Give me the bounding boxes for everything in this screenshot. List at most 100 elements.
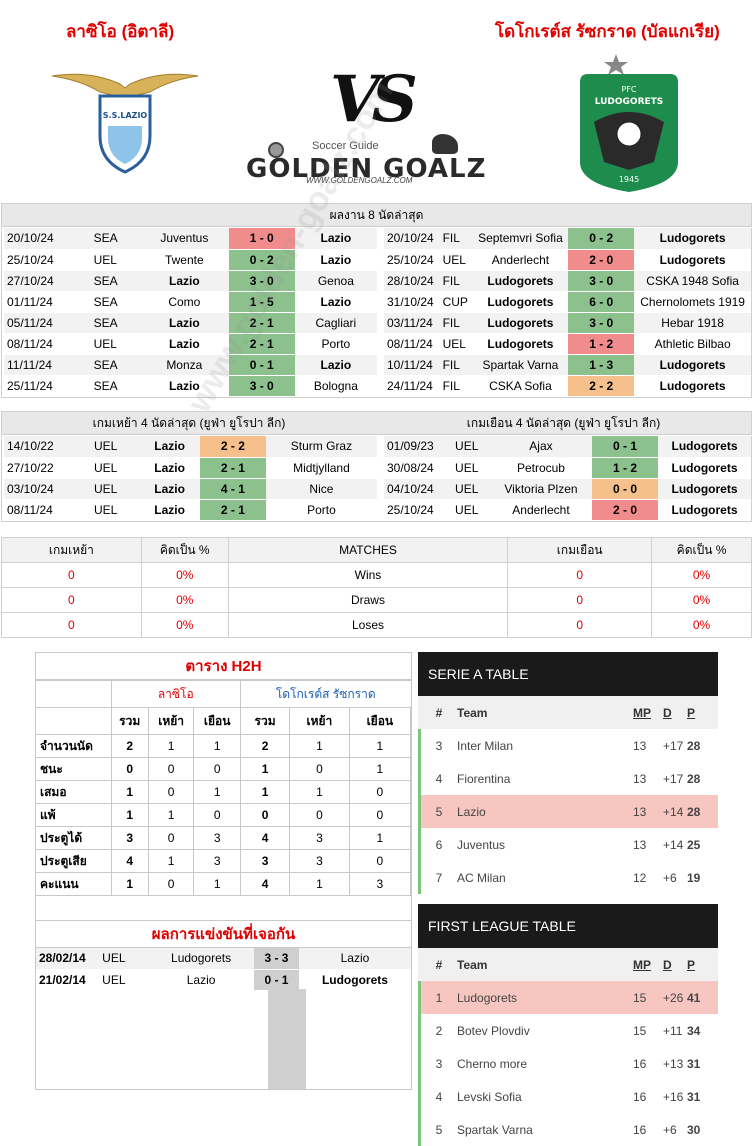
- h2h-value: 2: [110, 734, 149, 758]
- h2h-title: ตาราง H2H: [36, 653, 411, 680]
- h2h-subheader: รวม: [240, 707, 291, 735]
- h2h-value: 3: [110, 826, 149, 850]
- ludogorets-logo-name: LUDOGORETS: [595, 97, 664, 107]
- last8-home-row: 20/10/24 SEA Juventus 1 - 0 Lazio: [4, 228, 377, 250]
- h2h-result-home: Ludogorets: [148, 948, 255, 970]
- home-team: Spartak Varna: [472, 354, 569, 376]
- score: 1 - 2: [592, 457, 659, 479]
- away-team: Ludogorets: [658, 499, 751, 521]
- away-team: Ludogorets: [658, 457, 751, 479]
- h2h-panel: ตาราง H2H ลาซิโอ โดโกเรต์ส รัซกราด รวม เห…: [35, 652, 412, 1090]
- h2h-home-label: ลาซิโอ: [110, 680, 242, 708]
- match-date: 03/10/24: [4, 478, 91, 500]
- league-team: Levski Sofia: [457, 1089, 522, 1104]
- h2h-subheader: รวม: [110, 707, 149, 735]
- h2h-value: 1: [193, 872, 242, 896]
- competition: UEL: [439, 249, 473, 271]
- home-team: Ludogorets: [472, 312, 569, 334]
- last4-home-row: 27/10/22 UEL Lazio 2 - 1 Midtjylland: [4, 457, 377, 479]
- competition: FIL: [439, 375, 473, 397]
- league-row[interactable]: 5 Lazio 13 +14 28: [418, 795, 718, 828]
- h2h-value: 0: [147, 757, 195, 781]
- last8-panel: 20/10/24 SEA Juventus 1 - 0 Lazio 25/10/24 UEL…: [1, 228, 752, 398]
- last8-away-row: 03/11/24 FIL Ludogorets 3 - 0 Hebar 1918: [384, 312, 751, 334]
- last8-home-row: 25/10/24 UEL Twente 0 - 2 Lazio: [4, 249, 377, 271]
- competition: SEA: [90, 354, 140, 376]
- score: 2 - 1: [228, 312, 295, 334]
- league-mp: 13: [633, 771, 647, 786]
- away-team: Ludogorets: [634, 249, 751, 271]
- stat-away: 0: [507, 562, 653, 588]
- h2h-value: 0: [289, 803, 350, 827]
- league-row[interactable]: 1 Ludogorets 15 +26 41: [418, 981, 718, 1014]
- home-team: Septemvri Sofia: [472, 228, 569, 250]
- lazio-logo: S.S.LAZIO: [50, 66, 200, 178]
- league-d: +14: [663, 804, 684, 819]
- h2h-value: 4: [240, 872, 291, 896]
- league-team: Inter Milan: [457, 738, 514, 753]
- match-date: 27/10/22: [4, 457, 91, 479]
- league-row[interactable]: 2 Botev Plovdiv 15 +11 34: [418, 1014, 718, 1047]
- match-date: 25/11/24: [4, 375, 91, 397]
- competition: UEL: [452, 457, 490, 479]
- home-team: Lazio: [139, 270, 229, 292]
- league-p: 34: [687, 1023, 701, 1038]
- match-date: 08/11/24: [4, 499, 91, 521]
- home-team: CSKA Sofia: [472, 375, 569, 397]
- league-row[interactable]: 3 Inter Milan 13 +17 28: [418, 729, 718, 762]
- ludogorets-logo-top: PFC: [621, 85, 636, 94]
- h2h-value: 0: [147, 780, 195, 804]
- score: 0 - 2: [568, 228, 635, 250]
- match-date: 20/10/24: [4, 228, 91, 250]
- last4-home-row: 03/10/24 UEL Lazio 4 - 1 Nice: [4, 478, 377, 500]
- league-pos: 1: [435, 990, 443, 1005]
- h2h-value: 1: [240, 780, 291, 804]
- last8-away-row: 20/10/24 FIL Septemvri Sofia 0 - 2 Ludogoret…: [384, 228, 751, 250]
- score: 2 - 1: [228, 333, 295, 355]
- league-row[interactable]: 4 Levski Sofia 16 +16 31: [418, 1080, 718, 1113]
- away-team: Lazio: [294, 228, 377, 250]
- away-team: Porto: [265, 499, 377, 521]
- competition: SEA: [90, 291, 140, 313]
- h2h-result-score: 0 - 1: [254, 969, 299, 991]
- score: 2 - 0: [568, 249, 635, 271]
- stat-home-pct: 0%: [140, 587, 229, 613]
- h2h-value: 3: [289, 826, 350, 850]
- league-d: +13: [663, 1056, 684, 1071]
- h2h-result-away: Lazio: [298, 948, 411, 970]
- last4-home-title: เกมเหย้า 4 นัดล่าสุด (ยูฟ่า ยูโรปา ลีก): [92, 416, 286, 430]
- h2h-row-label: เสมอ: [36, 780, 112, 804]
- score: 1 - 5: [228, 291, 295, 313]
- score: 1 - 3: [568, 354, 635, 376]
- league-p: 41: [687, 990, 701, 1005]
- score: 3 - 0: [568, 312, 635, 334]
- last4-title-bar: เกมเหย้า 4 นัดล่าสุด (ยูฟ่า ยูโรปา ลีก) …: [1, 411, 752, 435]
- league-row[interactable]: 6 Juventus 13 +14 25: [418, 828, 718, 861]
- h2h-row-label: ประตูเสีย: [36, 849, 112, 873]
- last8-away-row: 24/11/24 FIL CSKA Sofia 2 - 2 Ludogorets: [384, 375, 751, 397]
- first-league-table: FIRST LEAGUE TABLE # Team MP D P 1 Ludogo…: [418, 904, 718, 1146]
- stat-home: 0: [1, 587, 142, 613]
- last8-home-row: 27/10/24 SEA Lazio 3 - 0 Genoa: [4, 270, 377, 292]
- league-row[interactable]: 3 Cherno more 16 +13 31: [418, 1047, 718, 1080]
- away-team: Lazio: [294, 291, 377, 313]
- league-row[interactable]: 4 Fiorentina 13 +17 28: [418, 762, 718, 795]
- away-team: Midtjylland: [265, 457, 377, 479]
- away-team: Sturm Graz: [265, 436, 377, 458]
- league-row[interactable]: 5 Spartak Varna 16 +6 30: [418, 1113, 718, 1146]
- league-p: 28: [687, 804, 701, 819]
- home-team: Juventus: [139, 228, 229, 250]
- first-league-header-row: # Team MP D P: [418, 948, 718, 981]
- away-team: Ludogorets: [634, 228, 751, 250]
- league-row[interactable]: 7 AC Milan 12 +6 19: [418, 861, 718, 894]
- h2h-value: 1: [110, 872, 149, 896]
- h2h-row-label: ชนะ: [36, 757, 112, 781]
- h2h-value: 1: [348, 734, 412, 758]
- away-team: Genoa: [294, 270, 377, 292]
- home-team: Ludogorets: [472, 270, 569, 292]
- away-team: Athletic Bilbao: [634, 333, 751, 355]
- score: 0 - 1: [228, 354, 295, 376]
- league-d: +16: [663, 1089, 684, 1104]
- ludogorets-logo: PFC LUDOGORETS 1945: [574, 52, 684, 194]
- lazio-logo-text: S.S.LAZIO: [103, 111, 148, 120]
